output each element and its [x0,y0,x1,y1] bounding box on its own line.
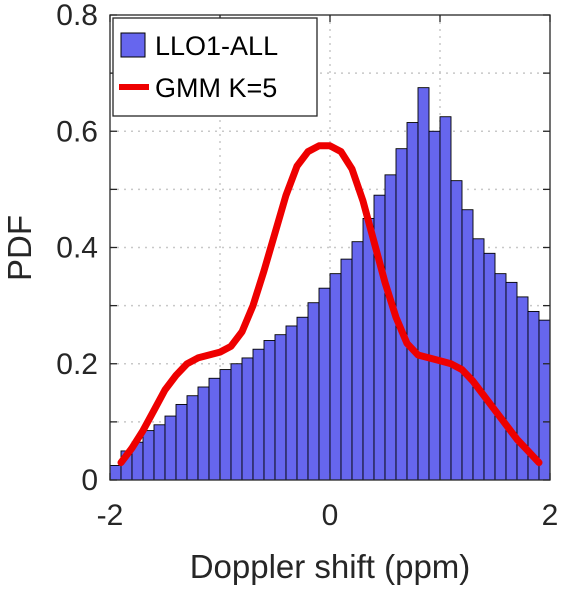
histogram-bar [252,348,265,481]
y-tick-label: 0.4 [56,232,98,265]
legend: LLO1-ALL GMM K=5 [112,17,318,117]
histogram-bar [230,363,243,481]
histogram-bar [153,424,166,481]
histogram-bar [197,386,210,481]
histogram-bar [175,403,188,481]
histogram-bar [142,430,155,481]
y-tick-label: 0 [81,464,98,497]
histogram-bar [362,217,375,481]
histogram-bar [109,465,122,481]
histogram-bar [186,395,199,481]
histogram-bar [505,281,518,481]
legend-label-histogram: LLO1-ALL [155,31,278,61]
histogram-bar [329,273,342,481]
histogram-bar [406,122,419,481]
histogram-bar [351,241,364,481]
histogram-bar [384,174,397,481]
legend-box [112,17,318,117]
histogram-bar [450,180,463,481]
y-tick-label: 0.2 [56,348,98,381]
x-tick-label: -2 [97,499,124,532]
gmm-curve-layer [117,142,543,467]
histogram-bar [318,287,331,481]
axis-ticks: -2 0 200.20.40.60.8 [56,0,558,532]
x-axis-label: Doppler shift (ppm) [190,548,471,585]
histogram-bar [417,87,430,481]
histogram-bar [340,258,353,481]
legend-swatch-histogram [120,32,146,58]
histogram-bar [439,116,452,481]
legend-label-fit: GMM K=5 [155,73,277,103]
y-tick-label: 0.6 [56,115,98,148]
histogram-bar [428,130,441,481]
histogram-bar [483,252,496,481]
histogram-bar [241,357,254,481]
histogram-bar [208,377,221,481]
histogram-bar [219,369,232,481]
gmm-fit-line [117,142,543,467]
x-tick-label: 2 [542,499,559,532]
histogram-bars [109,87,551,481]
y-tick-label: 0.8 [56,0,98,32]
histogram-bar [296,316,309,481]
histogram-bar [538,319,551,481]
histogram-bar [285,325,298,481]
histogram-bar [274,334,287,481]
histogram-bar [472,238,485,481]
x-tick-label: 0 [322,499,339,532]
y-axis-label: PDF [1,215,38,281]
histogram-bar [307,302,320,481]
histogram-bar [164,415,177,481]
histogram-bar [494,273,507,481]
histogram-bar [263,340,276,481]
histogram-bar [461,209,474,481]
